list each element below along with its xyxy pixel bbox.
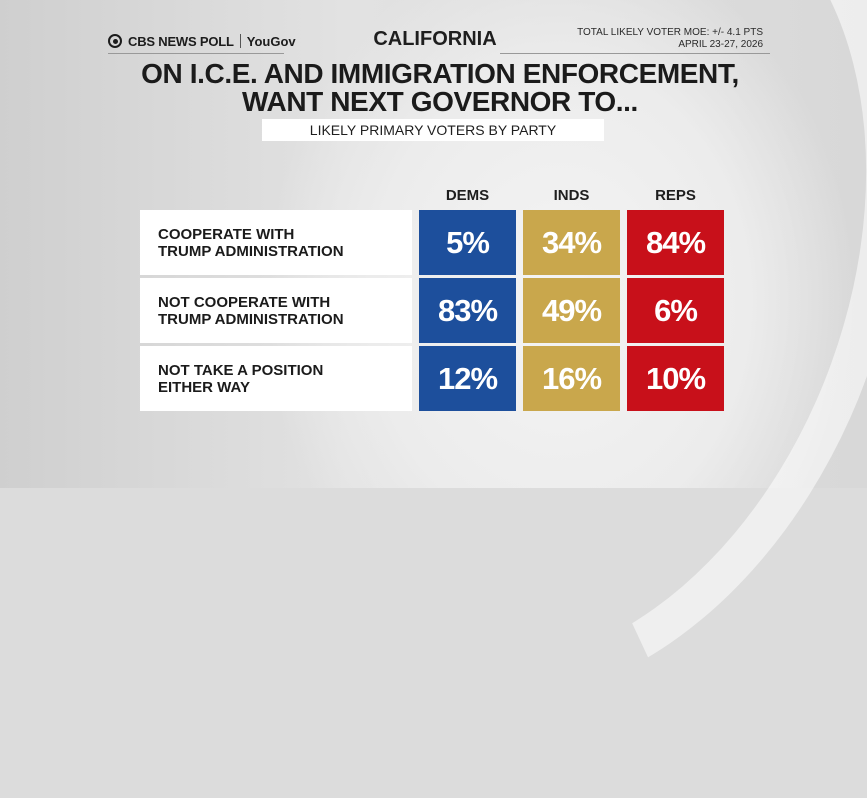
row-label-no-position: NOT TAKE A POSITION EITHER WAY [140, 346, 412, 411]
cell-not-cooperate-reps: 6% [627, 278, 724, 343]
row-label-not-cooperate: NOT COOPERATE WITH TRUMP ADMINISTRATION [140, 278, 412, 343]
poll-dates: APRIL 23-27, 2026 [678, 39, 763, 50]
header-rule-right [500, 53, 770, 54]
cell-not-cooperate-inds: 49% [523, 278, 620, 343]
cbs-eye-icon [108, 34, 122, 48]
cell-cooperate-dems: 5% [419, 210, 516, 275]
cell-no-position-reps: 10% [627, 346, 724, 411]
header-rule-left [108, 53, 284, 54]
cell-cooperate-reps: 84% [627, 210, 724, 275]
chart-subtitle: LIKELY PRIMARY VOTERS BY PARTY [262, 119, 604, 141]
margin-of-error: TOTAL LIKELY VOTER MOE: +/- 4.1 PTS APRI… [577, 27, 763, 51]
cell-no-position-dems: 12% [419, 346, 516, 411]
brand-divider [239, 34, 241, 48]
row-label-text: NOT TAKE A POSITION EITHER WAY [158, 361, 324, 396]
row-label-cooperate: COOPERATE WITH TRUMP ADMINISTRATION [140, 210, 412, 275]
column-header-dems: DEMS [445, 187, 490, 204]
headline-line-2: WANT NEXT GOVERNOR TO... [242, 86, 638, 117]
partner-name: YouGov [246, 33, 296, 49]
brand-logo: CBS NEWS POLL YouGov [108, 32, 296, 50]
row-label-text: NOT COOPERATE WITH TRUMP ADMINISTRATION [158, 293, 344, 328]
row-label-text: COOPERATE WITH TRUMP ADMINISTRATION [158, 225, 344, 260]
column-header-reps: REPS [655, 187, 696, 204]
brand-name: CBS NEWS POLL [128, 33, 234, 49]
cell-no-position-inds: 16% [523, 346, 620, 411]
chart-headline: ON I.C.E. AND IMMIGRATION ENFORCEMENT, W… [60, 60, 820, 116]
moe-text: TOTAL LIKELY VOTER MOE: +/- 4.1 PTS [577, 27, 763, 38]
cell-cooperate-inds: 34% [523, 210, 620, 275]
column-header-inds: INDS [553, 187, 590, 204]
headline-line-1: ON I.C.E. AND IMMIGRATION ENFORCEMENT, [141, 58, 739, 89]
state-title: CALIFORNIA [373, 28, 497, 50]
cell-not-cooperate-dems: 83% [419, 278, 516, 343]
